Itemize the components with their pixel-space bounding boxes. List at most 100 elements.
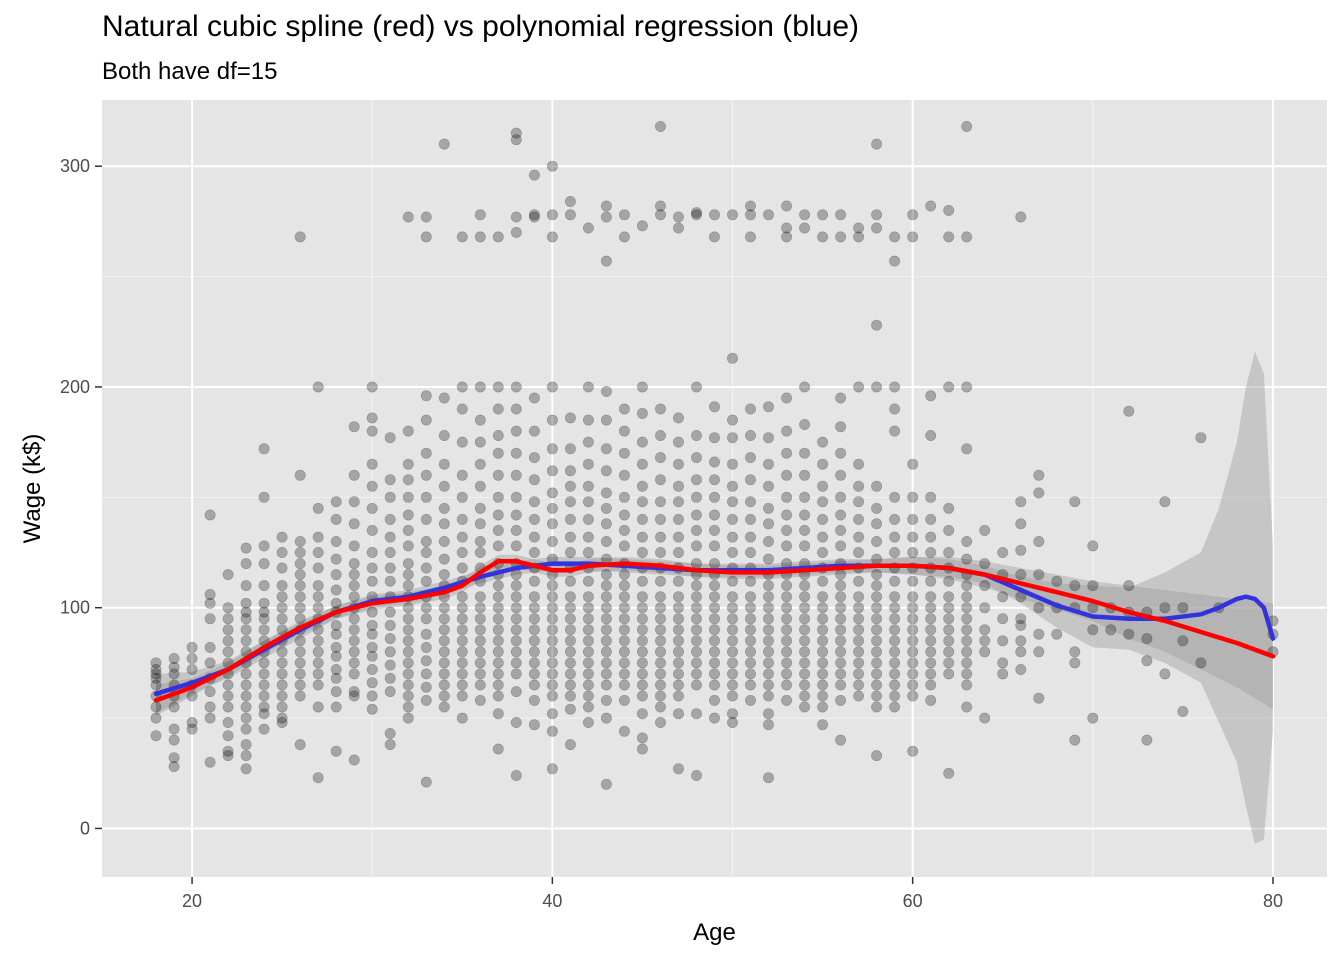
data-point (564, 209, 576, 221)
data-point (762, 535, 774, 547)
data-point (781, 222, 793, 234)
data-point (276, 562, 288, 574)
data-point (781, 646, 793, 658)
data-point (618, 646, 630, 658)
data-point (168, 752, 180, 764)
data-point (564, 602, 576, 614)
data-point (402, 613, 414, 625)
data-point (708, 613, 720, 625)
data-point (582, 690, 594, 702)
data-point (835, 694, 847, 706)
data-point (438, 613, 450, 625)
data-point (384, 739, 396, 751)
data-point (582, 414, 594, 426)
data-point (510, 646, 522, 658)
data-point (654, 690, 666, 702)
data-point (582, 624, 594, 636)
data-point (348, 496, 360, 508)
data-point (474, 436, 486, 448)
data-point (510, 716, 522, 728)
data-point (420, 681, 432, 693)
data-point (402, 540, 414, 552)
data-point (907, 491, 919, 503)
data-point (781, 540, 793, 552)
data-point (366, 502, 378, 514)
data-point (528, 719, 540, 731)
data-point (438, 646, 450, 658)
data-point (276, 701, 288, 713)
data-point (564, 465, 576, 477)
data-point (546, 679, 558, 691)
data-point (618, 209, 630, 221)
data-point (817, 613, 829, 625)
data-point (510, 613, 522, 625)
data-point (925, 668, 937, 680)
data-point (348, 668, 360, 680)
data-point (600, 694, 612, 706)
data-point (672, 668, 684, 680)
data-point (654, 613, 666, 625)
data-point (366, 412, 378, 424)
data-point (222, 701, 234, 713)
data-point (618, 635, 630, 647)
data-point (690, 591, 702, 603)
data-point (835, 679, 847, 691)
data-point (456, 531, 468, 543)
data-point (636, 624, 648, 636)
data-point (636, 381, 648, 393)
data-point (402, 635, 414, 647)
data-point (835, 491, 847, 503)
data-point (871, 701, 883, 713)
data-point (708, 657, 720, 669)
data-point (456, 381, 468, 393)
data-point (817, 690, 829, 702)
data-point (546, 160, 558, 172)
data-point (835, 668, 847, 680)
data-point (546, 518, 558, 530)
data-point (636, 646, 648, 658)
data-point (276, 546, 288, 558)
data-point (438, 602, 450, 614)
data-point (781, 231, 793, 243)
data-point (438, 429, 450, 441)
data-point (654, 209, 666, 221)
data-point (690, 668, 702, 680)
data-point (726, 668, 738, 680)
data-point (528, 602, 540, 614)
data-point (907, 209, 919, 221)
data-point (961, 657, 973, 669)
data-point (618, 725, 630, 737)
data-point (240, 701, 252, 713)
data-point (330, 513, 342, 525)
data-point (348, 657, 360, 669)
data-point (871, 138, 883, 150)
data-point (330, 553, 342, 565)
data-point (636, 546, 648, 558)
data-point (672, 496, 684, 508)
data-point (420, 546, 432, 558)
data-point (672, 646, 684, 658)
data-point (762, 518, 774, 530)
data-point (835, 635, 847, 647)
data-point (835, 613, 847, 625)
data-point (510, 602, 522, 614)
data-point (492, 469, 504, 481)
data-point (420, 602, 432, 614)
data-point (1159, 602, 1171, 614)
data-point (781, 509, 793, 521)
data-point (1051, 575, 1063, 587)
data-point (961, 580, 973, 592)
data-point (420, 562, 432, 574)
data-point (871, 657, 883, 669)
data-point (925, 657, 937, 669)
data-point (889, 613, 901, 625)
data-point (690, 209, 702, 221)
data-point (402, 491, 414, 503)
data-point (564, 480, 576, 492)
data-point (564, 496, 576, 508)
data-point (474, 535, 486, 547)
data-point (402, 646, 414, 658)
data-point (708, 540, 720, 552)
data-point (510, 509, 522, 521)
data-point (925, 679, 937, 691)
